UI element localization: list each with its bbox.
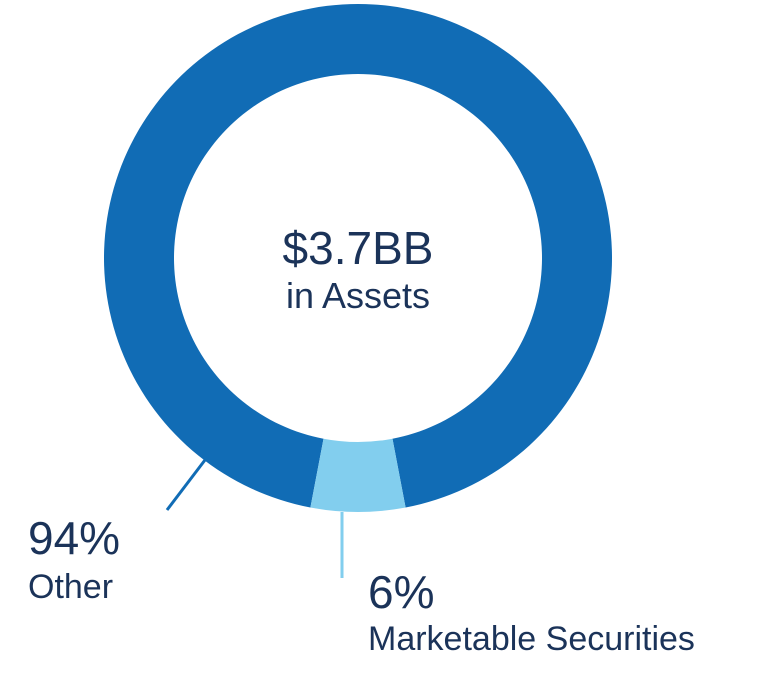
center-value: $3.7BB — [283, 222, 434, 274]
slice-label-marketable-securities-name: Marketable Securities — [368, 620, 695, 658]
donut-slices — [104, 3, 612, 512]
donut-slice-marketable-securities — [310, 438, 406, 512]
slice-label-marketable-securities-percent: 6% — [368, 566, 434, 618]
slice-label-other-percent: 94% — [28, 512, 120, 564]
leader-line-other — [165, 459, 207, 511]
slice-label-other-name: Other — [28, 568, 113, 606]
center-caption: in Assets — [286, 275, 430, 316]
